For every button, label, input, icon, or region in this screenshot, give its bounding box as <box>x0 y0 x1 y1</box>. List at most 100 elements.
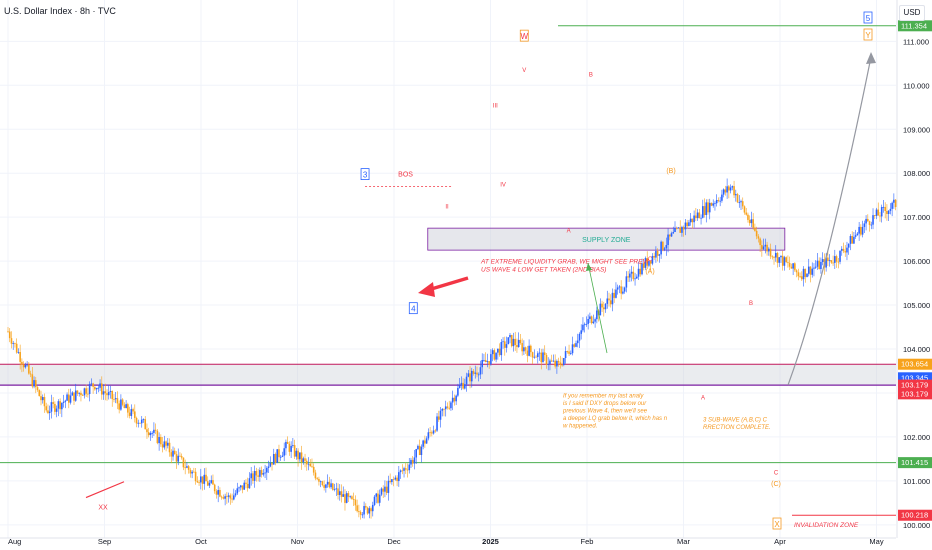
candle-body <box>700 217 702 219</box>
candle-body <box>198 482 200 484</box>
candle-body <box>774 252 777 258</box>
candle-body <box>681 226 683 233</box>
candle-body <box>887 210 890 214</box>
price-tag-label: 103.179 <box>901 389 928 398</box>
candle-body <box>860 226 862 235</box>
candle-body <box>764 244 767 247</box>
price-tag <box>898 509 932 521</box>
candle-body <box>71 392 74 396</box>
candle-body <box>467 373 470 377</box>
candle-body <box>486 361 489 363</box>
candle-body <box>304 458 306 461</box>
candle-body <box>114 398 117 400</box>
candle-body <box>894 199 897 208</box>
candle-body <box>500 342 503 356</box>
candle-body <box>842 248 845 252</box>
candle-body <box>417 445 419 450</box>
candle-body <box>790 266 793 269</box>
candle-body <box>507 337 510 345</box>
candle-body <box>785 257 787 263</box>
candle-body <box>740 201 742 203</box>
candle-body <box>441 408 444 411</box>
candle-body <box>319 481 322 483</box>
candle-body <box>253 470 256 481</box>
wave-ii-label: II <box>445 204 449 210</box>
candle-body <box>354 499 357 506</box>
candle-body <box>373 496 376 505</box>
candle-body <box>172 450 174 457</box>
candle-body <box>889 208 892 211</box>
candle-body <box>460 382 463 386</box>
candle-body <box>521 343 523 352</box>
candle-body <box>535 356 537 358</box>
candle-body <box>552 360 555 362</box>
time-axis[interactable]: Aug Sep Oct Nov Dec 2025 Feb Mar Apr May <box>0 537 896 546</box>
candle-body <box>705 202 708 216</box>
candle-body <box>592 321 595 324</box>
candle-body <box>702 206 704 218</box>
candle-body <box>193 471 195 473</box>
candle-body <box>411 459 414 464</box>
candle-body <box>69 395 72 403</box>
candle-body <box>780 255 782 258</box>
candle-body <box>179 455 181 457</box>
candle-body <box>488 361 490 365</box>
time-tick-label: Feb <box>581 537 594 546</box>
candle-body <box>292 445 294 446</box>
candle-body <box>151 432 153 434</box>
candle-body <box>140 419 143 424</box>
candle-body <box>191 471 193 474</box>
candle-body <box>849 236 852 244</box>
candle-body <box>524 347 527 351</box>
wave-4-label-box <box>408 302 418 315</box>
price-axis[interactable]: 100.000101.000102.000103.000104.000105.0… <box>896 0 932 550</box>
candle-body <box>262 473 265 475</box>
candle-body <box>160 437 162 445</box>
candle-body <box>361 514 364 516</box>
candle-body <box>146 429 148 433</box>
candle-body <box>97 387 100 389</box>
candle-body <box>130 409 133 416</box>
candle-body <box>781 255 784 266</box>
candle-body <box>851 236 853 244</box>
candle-body <box>611 292 614 305</box>
candle-body <box>470 370 473 382</box>
candle-body <box>451 397 454 403</box>
candle-body <box>502 341 504 343</box>
candle-body <box>490 354 492 365</box>
candle-body <box>54 403 56 412</box>
candle-body <box>646 258 649 266</box>
candle-body <box>748 219 751 224</box>
candle-body <box>719 200 721 202</box>
candle-body <box>194 471 197 482</box>
candle-body <box>208 482 211 486</box>
candle-body <box>127 404 129 413</box>
candle-body <box>599 303 602 316</box>
candle-body <box>205 474 207 482</box>
candle-body <box>663 248 666 250</box>
time-tick-label: Nov <box>291 537 305 546</box>
candle-body <box>219 490 221 497</box>
candle-body <box>594 319 596 322</box>
candle-body <box>12 343 15 345</box>
candle-body <box>40 396 42 401</box>
candle-body <box>168 442 171 453</box>
candle-body <box>406 469 409 471</box>
candle-body <box>380 488 383 495</box>
price-tick-label: 108.000 <box>903 169 930 178</box>
candle-body <box>333 489 336 490</box>
candle-body <box>856 233 859 236</box>
candle-body <box>639 268 642 275</box>
candle-body <box>747 214 749 220</box>
candle-body <box>88 384 91 395</box>
candle-body <box>634 278 636 280</box>
wave-w-label: W <box>520 32 528 41</box>
currency-button[interactable]: USD <box>899 5 925 21</box>
candle-body <box>596 310 598 320</box>
candle-body <box>48 411 51 414</box>
candle-body <box>788 262 791 267</box>
candle-body <box>248 478 251 489</box>
candle-body <box>682 226 685 230</box>
candle-body <box>41 397 44 401</box>
